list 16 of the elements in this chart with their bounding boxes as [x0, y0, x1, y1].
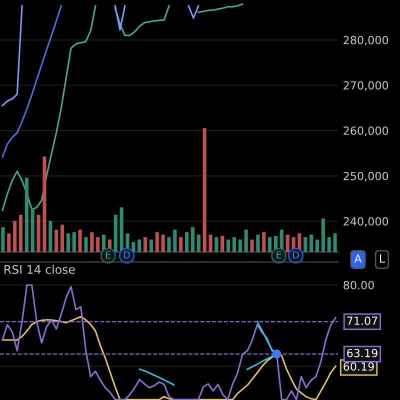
y-tick-label: 60.19 [344, 362, 374, 371]
annotation: E [276, 251, 282, 258]
ref-line-label: 71.07 [347, 316, 378, 325]
annotation: D [124, 251, 130, 258]
ref-line-label: 63.19 [347, 348, 378, 358]
text: A [354, 254, 362, 263]
y-tick-label: 260,000 [344, 126, 388, 136]
y-tick-label: 80.00 [344, 280, 374, 290]
annotation: D [292, 251, 299, 258]
chart-title: RSI 14 close [4, 264, 75, 274]
text: L [380, 254, 386, 263]
y-tick-label: 280,000 [344, 36, 388, 46]
y-tick-label: 240,000 [344, 217, 388, 227]
y-tick-label: 270,000 [344, 81, 388, 91]
annotation: E [106, 251, 111, 258]
y-tick-label: 250,000 [344, 172, 388, 182]
